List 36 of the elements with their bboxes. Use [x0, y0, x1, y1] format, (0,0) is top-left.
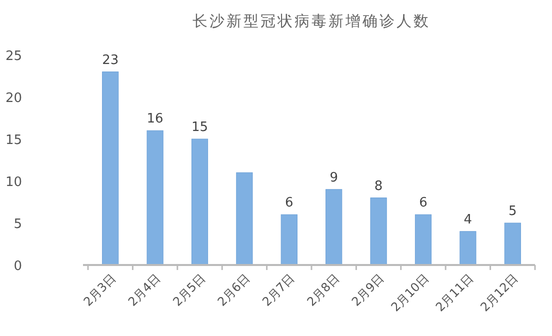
data-label: 6 — [419, 196, 428, 211]
data-label: 15 — [191, 120, 208, 135]
y-tick-label: 10 — [5, 175, 22, 190]
bar — [460, 231, 476, 266]
y-tick-label: 25 — [5, 49, 22, 64]
x-tick-label: 2月7日 — [260, 271, 298, 309]
bar — [414, 214, 432, 266]
x-tick-label: 2月9日 — [348, 271, 387, 309]
bar — [191, 138, 208, 266]
x-tick-label: 2月11日 — [433, 271, 476, 314]
y-tick-label: 20 — [5, 91, 22, 106]
bar — [236, 172, 253, 266]
x-tick-label: 2月10日 — [388, 271, 432, 314]
bar — [326, 189, 342, 266]
data-label: 9 — [330, 170, 338, 186]
x-tick-label: 2月12日 — [478, 271, 521, 314]
bar — [504, 222, 521, 266]
data-label: 8 — [374, 178, 383, 194]
bar — [280, 214, 298, 266]
chart-title: 长沙新型冠状病毒新增确诊人数 — [192, 12, 430, 30]
y-tick-label: 15 — [5, 133, 22, 148]
bar — [370, 198, 387, 266]
data-label: 4 — [464, 212, 472, 228]
x-tick-label: 2月3日 — [80, 271, 118, 309]
bar — [102, 72, 119, 266]
x-tick-label: 2月8日 — [304, 271, 342, 309]
x-tick-label: 2月6日 — [214, 271, 253, 309]
x-tick-label: 2月4日 — [125, 271, 164, 309]
data-label: 6 — [285, 196, 294, 211]
data-label: 23 — [102, 52, 119, 68]
x-tick-label: 2月5日 — [170, 271, 208, 309]
data-label: 16 — [146, 112, 164, 127]
y-tick-label: 0 — [14, 259, 22, 274]
bar — [146, 130, 164, 266]
data-label: 5 — [508, 204, 517, 219]
y-tick-label: 5 — [14, 217, 22, 232]
